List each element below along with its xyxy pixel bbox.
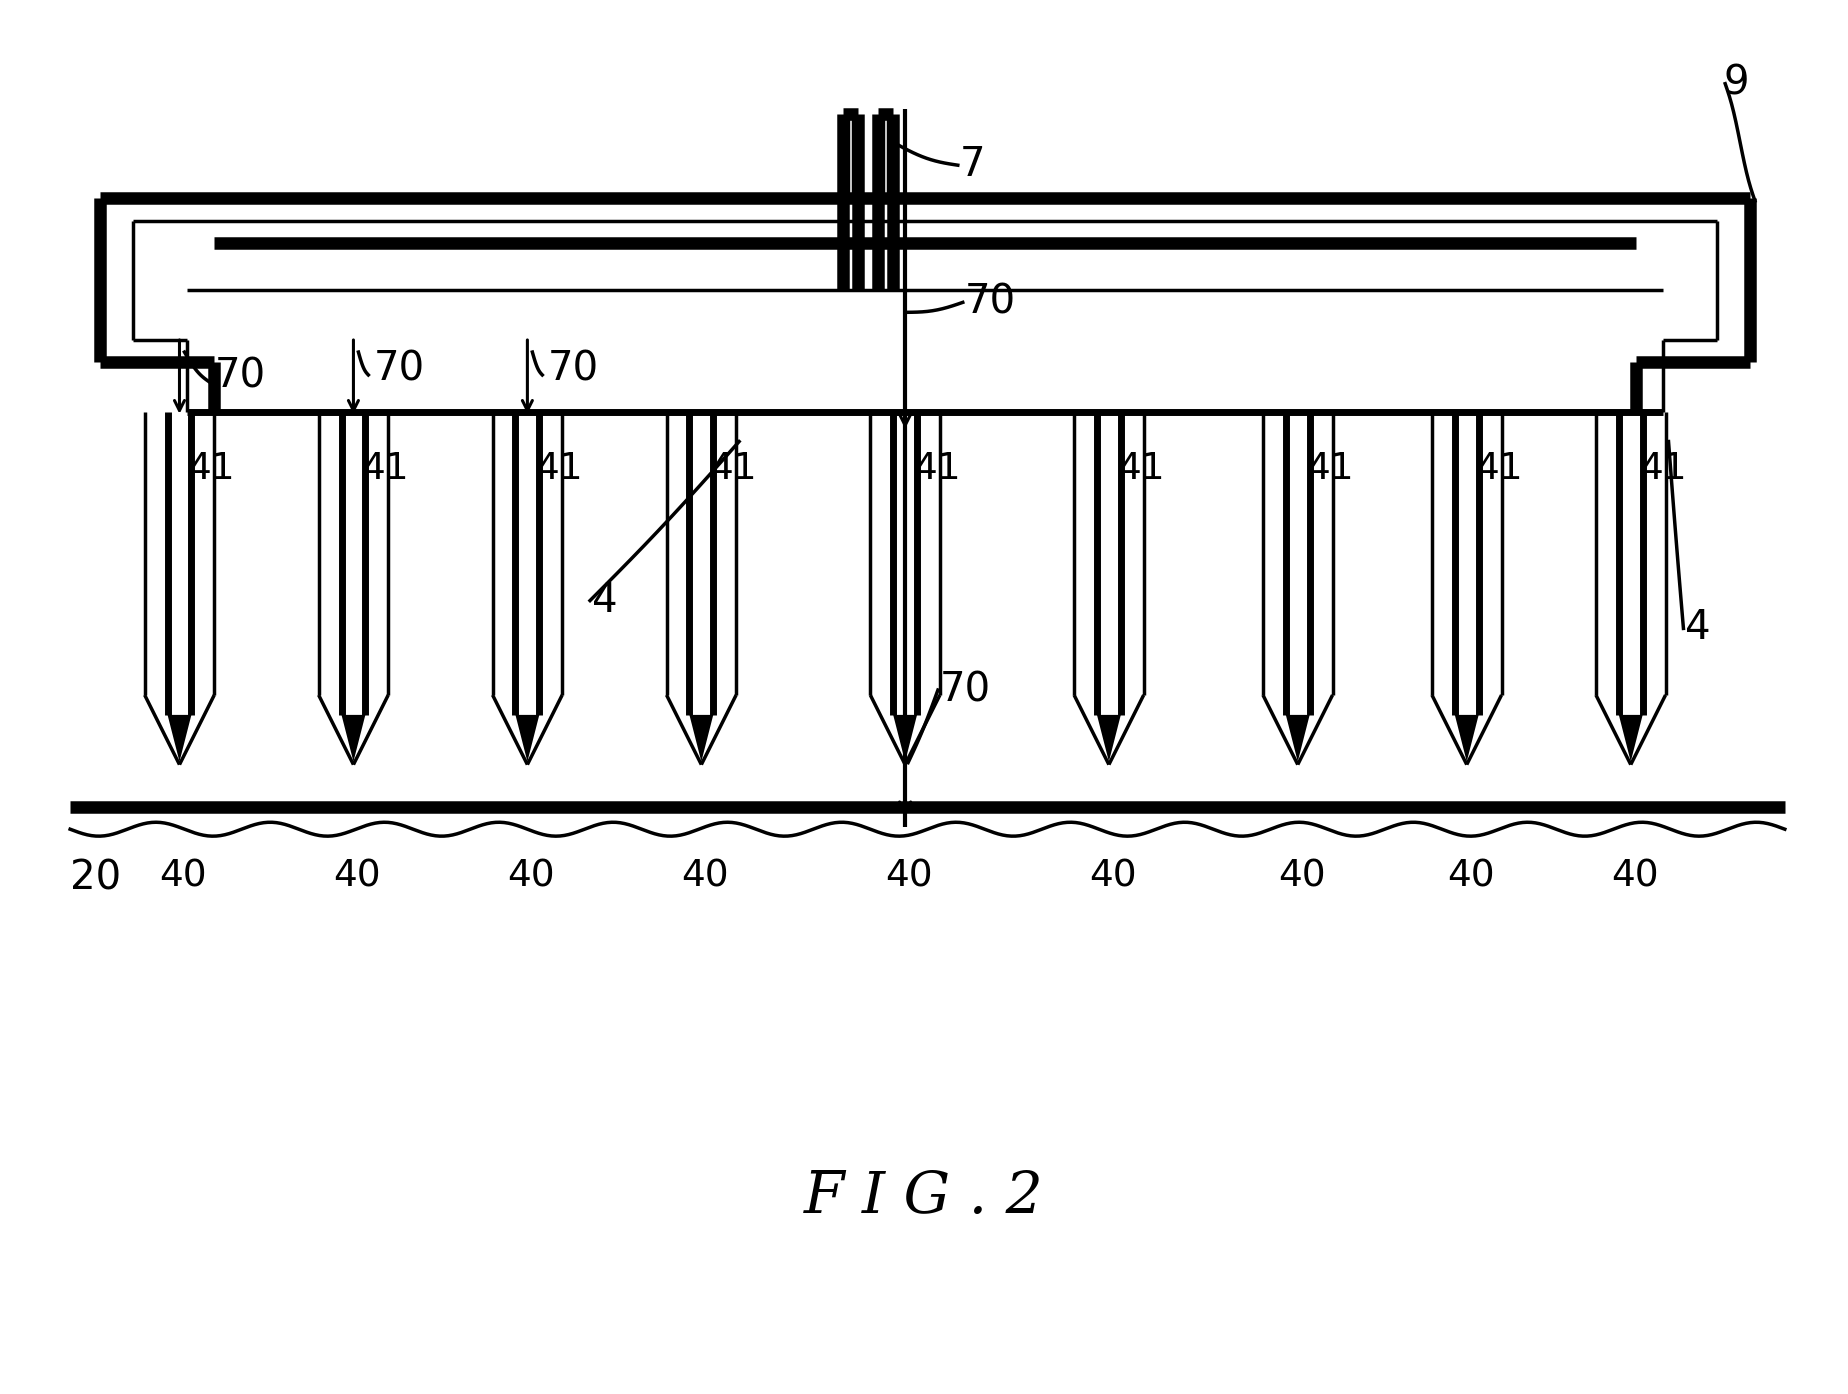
Text: 41: 41 xyxy=(360,452,408,488)
Polygon shape xyxy=(168,715,192,761)
Text: 41: 41 xyxy=(187,452,235,488)
Text: 70: 70 xyxy=(373,350,425,390)
Text: 40: 40 xyxy=(885,859,933,895)
Text: 41: 41 xyxy=(1305,452,1353,488)
Polygon shape xyxy=(893,715,917,761)
Text: 41: 41 xyxy=(1475,452,1521,488)
Text: 41: 41 xyxy=(1637,452,1685,488)
Polygon shape xyxy=(342,715,366,761)
Text: 20: 20 xyxy=(70,859,122,899)
Text: 41: 41 xyxy=(1116,452,1164,488)
Text: 40: 40 xyxy=(506,859,554,895)
Polygon shape xyxy=(1284,715,1308,761)
Text: 4: 4 xyxy=(1685,608,1709,648)
Polygon shape xyxy=(1096,715,1120,761)
Text: 40: 40 xyxy=(1447,859,1493,895)
Text: 40: 40 xyxy=(1610,859,1658,895)
Text: 40: 40 xyxy=(1088,859,1137,895)
Text: 40: 40 xyxy=(333,859,381,895)
Text: 40: 40 xyxy=(1277,859,1325,895)
Text: 70: 70 xyxy=(547,350,599,390)
Text: F I G . 2: F I G . 2 xyxy=(804,1168,1044,1225)
Text: 7: 7 xyxy=(959,145,985,185)
Polygon shape xyxy=(516,715,540,761)
Text: 40: 40 xyxy=(159,859,207,895)
Text: 70: 70 xyxy=(939,671,991,710)
Text: 41: 41 xyxy=(710,452,756,488)
Polygon shape xyxy=(1619,715,1641,761)
Polygon shape xyxy=(1454,715,1478,761)
Text: 40: 40 xyxy=(682,859,728,895)
Polygon shape xyxy=(689,715,713,761)
Text: 41: 41 xyxy=(536,452,582,488)
Text: 70: 70 xyxy=(965,283,1015,322)
Text: 41: 41 xyxy=(913,452,961,488)
Text: 70: 70 xyxy=(214,357,266,397)
Text: 4: 4 xyxy=(591,580,617,620)
Text: 9: 9 xyxy=(1722,64,1748,103)
